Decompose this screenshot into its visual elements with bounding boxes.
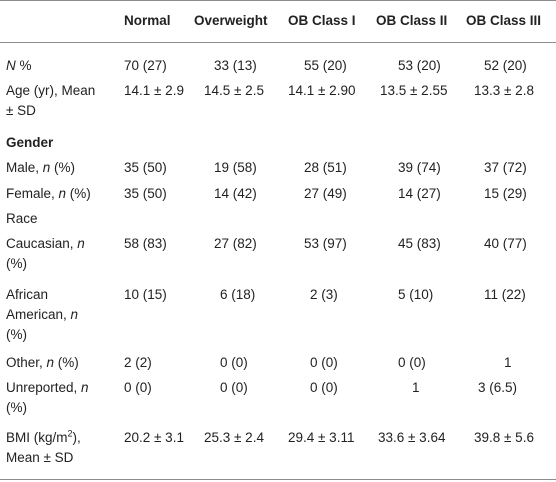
cell-n-normal: 70 (27): [124, 58, 167, 73]
row-label-unreported: Unreported, n (%): [6, 380, 89, 415]
cell-caucasian-ob2: 45 (83): [398, 236, 441, 251]
cell-unreported-overweight: 0 (0): [220, 380, 248, 395]
bottom-rule: [0, 479, 556, 480]
cell-caucasian-normal: 58 (83): [124, 236, 167, 251]
cell-bmi-overweight: 25.3 ± 2.4: [204, 430, 264, 445]
cell-female-ob1: 27 (49): [304, 186, 347, 201]
cell-other-ob1: 0 (0): [310, 355, 338, 370]
cell-n-ob1: 55 (20): [304, 58, 347, 73]
cell-african-american-ob2: 5 (10): [398, 287, 434, 302]
row-label-bmi: BMI (kg/m2), Mean ± SD: [6, 428, 81, 465]
cell-other-overweight: 0 (0): [220, 355, 248, 370]
n-symbol: N: [6, 58, 16, 73]
cell-age-ob3: 13.3 ± 2.8: [474, 83, 534, 98]
cell-caucasian-ob1: 53 (97): [304, 236, 347, 251]
row-label-age: Age (yr), Mean ± SD: [6, 83, 96, 118]
section-race: Race: [6, 211, 38, 226]
header-ob-class-2: OB Class II: [376, 13, 448, 28]
section-gender: Gender: [6, 135, 54, 150]
top-rule: [0, 0, 556, 1]
row-label-other: Other, n (%): [6, 355, 79, 370]
cell-african-american-normal: 10 (15): [124, 287, 167, 302]
header-overweight: Overweight: [194, 13, 268, 28]
row-label-n-percent: N %: [6, 58, 32, 73]
cell-male-overweight: 19 (58): [214, 160, 257, 175]
cell-female-overweight: 14 (42): [214, 186, 257, 201]
header-ob-class-1: OB Class I: [288, 13, 356, 28]
cell-bmi-ob2: 33.6 ± 3.64: [378, 430, 446, 445]
cell-n-ob2: 53 (20): [398, 58, 441, 73]
cell-age-ob1: 14.1 ± 2.90: [288, 83, 356, 98]
cell-female-normal: 35 (50): [124, 186, 167, 201]
header-rule: [0, 42, 556, 43]
cell-other-normal: 2 (2): [124, 355, 152, 370]
cell-n-ob3: 52 (20): [484, 58, 527, 73]
cell-african-american-ob3: 11 (22): [484, 287, 526, 302]
cell-african-american-ob1: 2 (3): [310, 287, 338, 302]
cell-unreported-ob1: 0 (0): [310, 380, 338, 395]
cell-bmi-normal: 20.2 ± 3.1: [124, 430, 184, 445]
cell-age-normal: 14.1 ± 2.9: [124, 83, 184, 98]
cell-other-ob2: 0 (0): [398, 355, 426, 370]
cell-caucasian-overweight: 27 (82): [214, 236, 257, 251]
cell-male-ob3: 37 (72): [484, 160, 527, 175]
cell-other-ob3: 1: [504, 355, 512, 370]
row-label-male: Male, n (%): [6, 160, 76, 175]
cell-bmi-ob3: 39.8 ± 5.6: [474, 430, 534, 445]
cell-african-american-overweight: 6 (18): [220, 287, 256, 302]
cell-female-ob2: 14 (27): [398, 186, 441, 201]
row-label-female: Female, n (%): [6, 186, 91, 201]
header-normal: Normal: [124, 13, 171, 28]
cell-unreported-ob2: 1: [412, 380, 420, 395]
cell-n-overweight: 33 (13): [214, 58, 257, 73]
cell-unreported-normal: 0 (0): [124, 380, 152, 395]
cell-male-normal: 35 (50): [124, 160, 167, 175]
row-label-african-american: African American, n (%): [6, 287, 79, 342]
cell-bmi-ob1: 29.4 ± 3.11: [288, 430, 355, 445]
row-label-caucasian: Caucasian, n (%): [6, 236, 85, 271]
cell-female-ob3: 15 (29): [484, 186, 527, 201]
cell-male-ob2: 39 (74): [398, 160, 441, 175]
header-ob-class-3: OB Class III: [466, 13, 542, 28]
cell-male-ob1: 28 (51): [304, 160, 347, 175]
cell-age-ob2: 13.5 ± 2.55: [380, 83, 448, 98]
cell-caucasian-ob3: 40 (77): [484, 236, 527, 251]
cell-unreported-ob3: 3 (6.5): [478, 380, 518, 395]
cell-age-overweight: 14.5 ± 2.5: [204, 83, 264, 98]
